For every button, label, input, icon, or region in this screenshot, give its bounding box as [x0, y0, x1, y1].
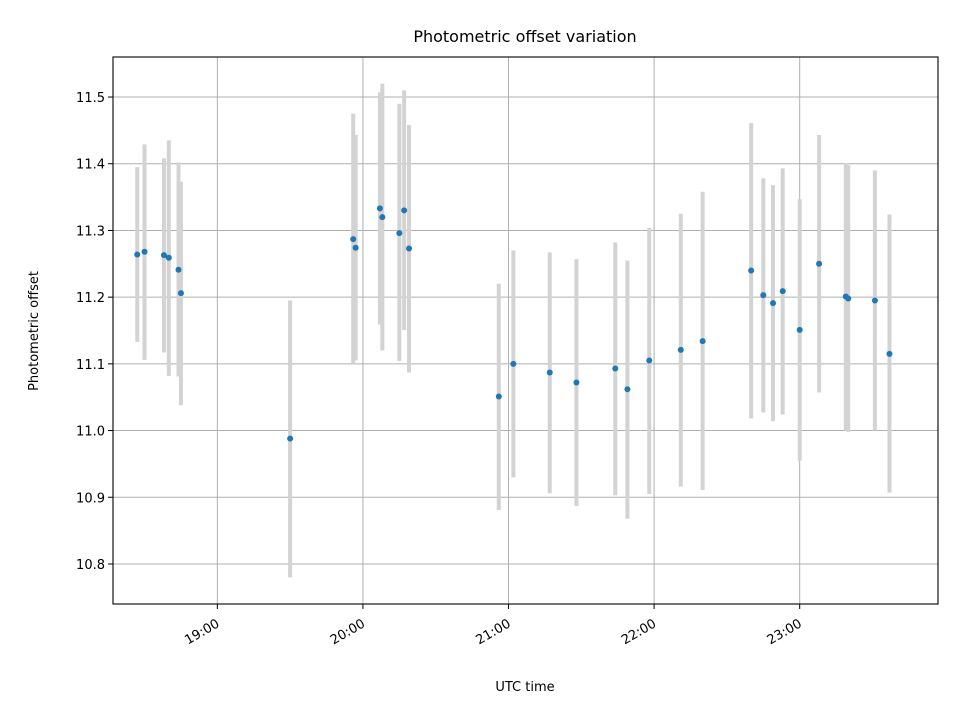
- data-point: [401, 207, 408, 214]
- data-point: [871, 297, 878, 304]
- grid: [113, 57, 938, 604]
- data-point: [376, 205, 383, 212]
- data-point: [886, 350, 893, 357]
- y-tick-label: 10.9: [76, 491, 105, 506]
- data-point: [646, 357, 653, 364]
- y-axis-ticks: 10.8 10.9 11.0 11.1 11.2 11.3 11.4 11.5: [76, 91, 113, 573]
- data-point: [760, 292, 767, 299]
- y-tick-label: 11.1: [76, 358, 105, 373]
- x-tick-label: 23:00: [765, 616, 805, 648]
- data-point: [141, 248, 148, 255]
- y-axis-label: Photometric offset: [27, 271, 42, 391]
- data-point: [287, 435, 294, 442]
- data-point: [350, 236, 357, 243]
- data-point: [699, 338, 706, 345]
- data-point: [510, 360, 517, 367]
- data-point: [177, 290, 184, 297]
- x-tick-label: 19:00: [182, 616, 222, 648]
- y-tick-label: 11.2: [76, 291, 105, 306]
- data-point: [379, 214, 386, 221]
- data-point: [677, 346, 684, 353]
- data-point: [160, 252, 167, 259]
- data-point: [779, 288, 786, 295]
- data-point: [624, 386, 631, 393]
- error-bars: [135, 83, 892, 578]
- y-tick-label: 10.8: [76, 558, 105, 573]
- data-point: [495, 393, 502, 400]
- x-tick-label: 21:00: [474, 616, 514, 648]
- data-point: [748, 267, 755, 274]
- x-tick-label: 20:00: [328, 616, 368, 648]
- data-point: [612, 365, 619, 372]
- data-points: [134, 205, 893, 442]
- x-axis-label: UTC time: [495, 680, 554, 695]
- data-point: [816, 260, 823, 267]
- data-point: [175, 266, 182, 273]
- data-point: [546, 369, 553, 376]
- data-point: [796, 326, 803, 333]
- data-point: [770, 300, 776, 307]
- y-tick-label: 11.0: [76, 425, 105, 440]
- y-tick-label: 11.4: [76, 158, 105, 173]
- data-point: [406, 245, 413, 252]
- plot-frame: [112, 56, 939, 605]
- data-point: [396, 230, 403, 237]
- chart-title: Photometric offset variation: [413, 27, 636, 46]
- data-point: [845, 295, 852, 302]
- y-tick-label: 11.3: [76, 224, 105, 239]
- y-tick-label: 11.5: [76, 91, 105, 106]
- data-point: [352, 244, 359, 251]
- x-tick-label: 22:00: [619, 616, 659, 648]
- data-point: [134, 251, 141, 258]
- data-point: [165, 254, 172, 261]
- x-axis-ticks: 19:00 20:00 21:00 22:00 23:00: [182, 604, 805, 648]
- data-point: [573, 379, 580, 386]
